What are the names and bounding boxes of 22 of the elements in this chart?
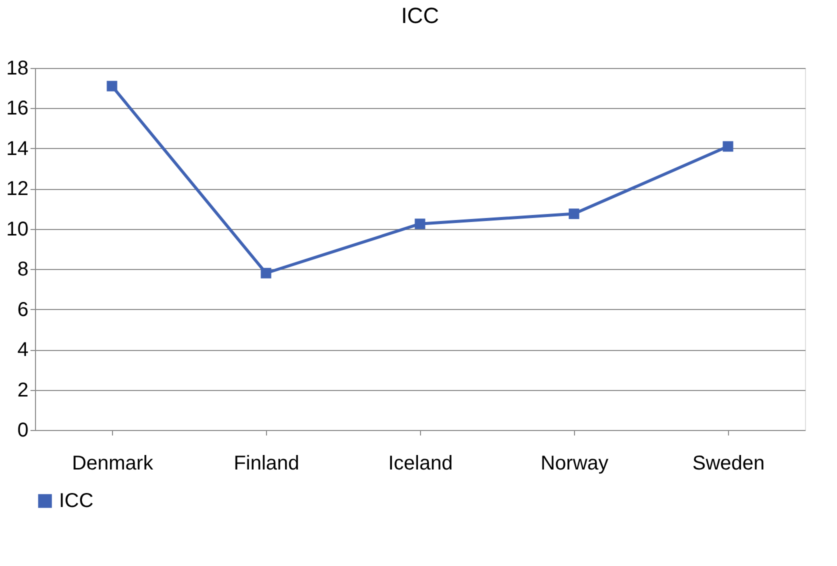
y-tick-label: 8 <box>17 258 28 281</box>
y-tick-label: 2 <box>17 379 28 402</box>
x-tick-label: Finland <box>234 452 300 474</box>
point <box>260 268 272 278</box>
x-tick-label: Denmark <box>72 452 154 474</box>
x-tick-label: Sweden <box>692 452 765 474</box>
y-tick-label: 16 <box>6 98 28 120</box>
legend-label: ICC <box>59 490 94 512</box>
point <box>722 141 734 152</box>
point <box>414 218 426 230</box>
y-tick-label: 6 <box>17 298 28 321</box>
y-tick-label: 0 <box>17 420 28 442</box>
y-tick-label: 10 <box>6 218 28 240</box>
y-tick-label: 18 <box>6 58 28 80</box>
y-tick-label: 4 <box>17 339 28 362</box>
y-tick-label: 12 <box>6 178 28 200</box>
point <box>568 208 580 220</box>
x-tick-label: Iceland <box>388 452 453 474</box>
x-tick-label: Norway <box>540 452 608 474</box>
chart-title: ICC <box>401 3 440 28</box>
y-tick-label: 14 <box>6 138 28 160</box>
point <box>106 80 118 92</box>
